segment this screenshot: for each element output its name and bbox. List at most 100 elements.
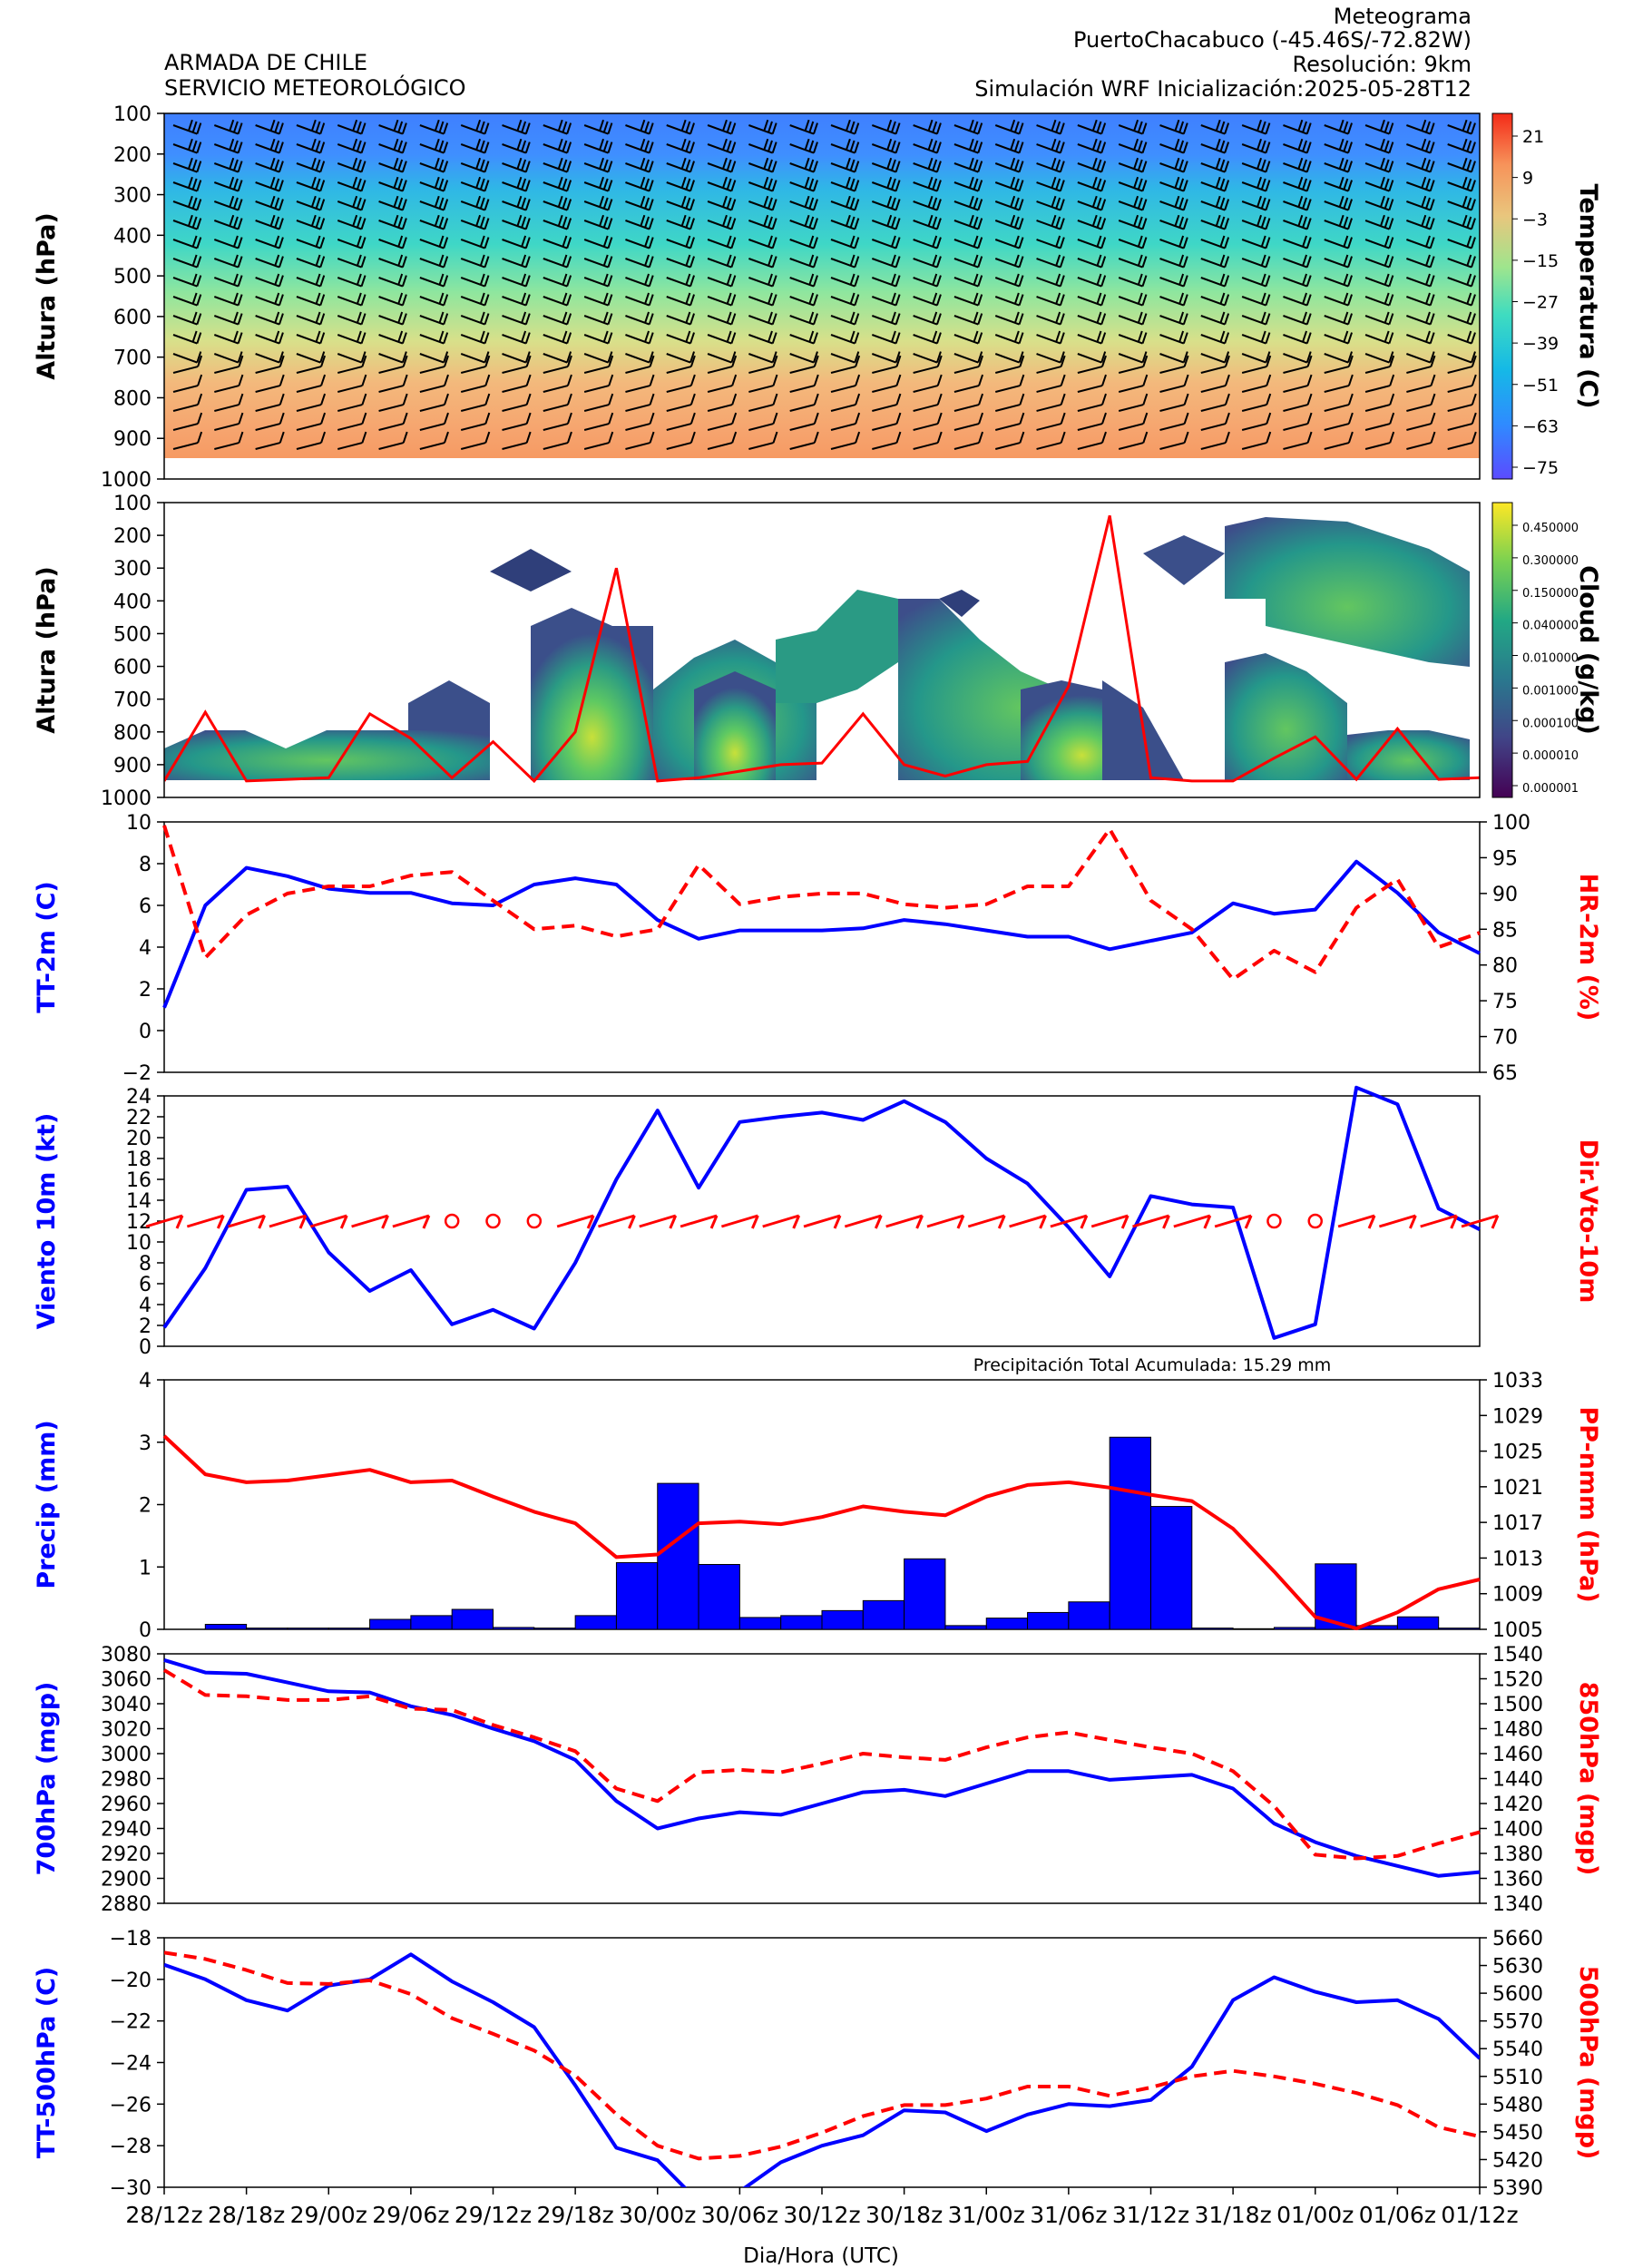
- wind-barb-flag: [1019, 374, 1025, 386]
- wind-barb: [1406, 124, 1432, 135]
- wind-barb: [255, 181, 280, 192]
- wind-barb: [953, 404, 980, 412]
- wind-barb-flag: [1347, 431, 1354, 444]
- wind-barb: [830, 124, 856, 135]
- wind-barb: [666, 258, 691, 269]
- wind-barb-flag: [278, 142, 284, 153]
- wind-barb-flag: [602, 292, 609, 305]
- wind-barb: [255, 277, 280, 288]
- wind-direction-barb-flag: [175, 1215, 184, 1229]
- wind-barb-flag: [434, 119, 440, 132]
- wind-barb: [666, 277, 691, 288]
- wind-barb-flag: [813, 313, 818, 325]
- wind-barb-flag: [237, 332, 243, 344]
- wind-direction-barb: [269, 1214, 307, 1228]
- wind-direction-barb: [1132, 1214, 1169, 1228]
- wind-barb-flag: [484, 393, 491, 406]
- wind-barb-flag: [685, 178, 691, 191]
- wind-barb-flag: [438, 159, 445, 171]
- wind-barb: [748, 296, 774, 307]
- wind-barb: [337, 404, 363, 412]
- wind-barb: [1077, 385, 1103, 393]
- wind-barb-flag: [973, 216, 979, 229]
- y2-tick-label: 5660: [1492, 1928, 1543, 1950]
- wind-barb-flag: [1055, 159, 1061, 171]
- wind-barb-flag: [1471, 355, 1477, 367]
- wind-barb-flag: [401, 294, 407, 306]
- wind-barb-flag: [1302, 178, 1307, 191]
- wind-barb-flag: [607, 180, 613, 191]
- wind-barb: [913, 220, 938, 230]
- wind-barb-flag: [401, 351, 407, 363]
- wind-barb: [419, 353, 445, 364]
- wind-barb-flag: [187, 214, 193, 227]
- wind-barb-flag: [1051, 214, 1057, 227]
- wind-barb-flag: [1380, 157, 1385, 170]
- wind-barb-flag: [1059, 161, 1065, 172]
- wind-barb: [213, 334, 239, 345]
- wind-barb-flag: [726, 121, 732, 133]
- wind-barb: [296, 404, 322, 412]
- wind-barb-flag: [608, 374, 614, 386]
- wind-barb-flag: [393, 214, 399, 227]
- wind-barb: [666, 385, 692, 393]
- wind-barb: [666, 442, 692, 450]
- y-tick-label: 22: [126, 1107, 152, 1129]
- wind-barb: [625, 220, 650, 230]
- wind-barb-flag: [730, 237, 737, 249]
- x-tick-label: 01/00z: [1276, 2202, 1354, 2228]
- wind-direction-barb-flag: [1244, 1215, 1253, 1229]
- wind-barb-flag: [360, 218, 367, 230]
- wind-barb-flag: [722, 195, 728, 208]
- wind-barb-flag: [886, 138, 893, 151]
- wind-barb: [994, 181, 1020, 192]
- wind-barb-flag: [434, 214, 440, 227]
- wind-barb-flag: [237, 161, 243, 172]
- y-tick-label: 10: [126, 1232, 152, 1255]
- wind-barb-flag: [977, 332, 983, 344]
- wind-barb-flag: [608, 355, 614, 367]
- colorbar-tick-label: 0.040000: [1522, 620, 1579, 633]
- wind-barb-flag: [771, 180, 777, 191]
- wind-barb-flag: [726, 330, 732, 343]
- wind-barb: [296, 385, 322, 393]
- z500-line: [164, 1950, 1480, 2161]
- wind-barb-flag: [1224, 351, 1230, 363]
- wind-barb-flag: [935, 199, 942, 210]
- wind-barb: [1406, 162, 1432, 173]
- wind-barb-flag: [726, 178, 732, 191]
- wind-barb: [707, 124, 732, 135]
- wind-barb: [994, 124, 1020, 135]
- wind-barb: [296, 277, 321, 288]
- y-tick-label: −24: [110, 2053, 152, 2076]
- wind-barb-flag: [278, 218, 284, 230]
- wind-barb: [707, 404, 733, 412]
- wind-barb-flag: [401, 218, 407, 230]
- wind-barb-flag: [444, 431, 449, 444]
- panel-frame: [163, 1937, 1481, 2188]
- wind-barb-flag: [973, 159, 979, 171]
- wind-barb-flag: [1100, 256, 1107, 268]
- y-tick-label: −28: [110, 2136, 152, 2158]
- wind-barb-flag: [524, 294, 531, 306]
- wind-barb-flag: [935, 142, 942, 153]
- wind-barb: [1118, 334, 1143, 345]
- wind-barb: [296, 181, 321, 192]
- wind-barb: [1241, 385, 1267, 393]
- wind-barb: [172, 334, 198, 345]
- wind-barb-flag: [319, 180, 326, 191]
- colorbar-tick-label: −63: [1522, 416, 1559, 436]
- wind-barb: [994, 200, 1020, 211]
- wind-barb: [1283, 366, 1308, 374]
- wind-barb-flag: [689, 237, 696, 249]
- wind-barb-flag: [1425, 159, 1431, 171]
- wind-barb-flag: [521, 292, 527, 305]
- y2-tick-label: 85: [1492, 919, 1518, 942]
- wind-barb-flag: [1471, 431, 1477, 444]
- wind-barb: [1364, 366, 1391, 374]
- wind-barb: [543, 334, 568, 345]
- wind-barb-flag: [1466, 254, 1472, 267]
- wind-barb-flag: [935, 256, 942, 268]
- wind-barb: [1159, 334, 1185, 345]
- wind-barb-flag: [895, 161, 901, 172]
